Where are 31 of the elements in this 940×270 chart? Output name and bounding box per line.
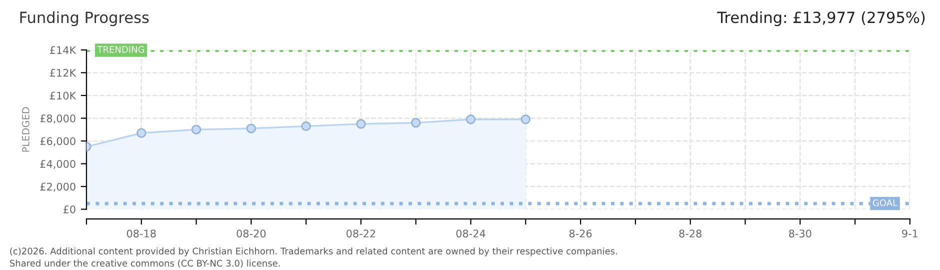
x-tick-label: 08-22 [346,230,376,238]
y-tick-label: £0 [63,205,76,214]
point [466,114,476,124]
point [246,124,256,134]
y-axis-title: PLEDGED [22,107,30,152]
point [410,118,421,128]
y-tick-label: £14K [50,46,76,54]
x-tick-label: 8-28 [679,230,702,238]
x-tick-label: 08-20 [236,230,266,238]
point [356,119,366,129]
y-tick-label: £12K [50,68,76,77]
y-tick-label: £2,000 [40,182,76,192]
x-tick-label: 8-30 [789,230,812,238]
x-tick-label: 08-24 [456,230,486,238]
ref-line-label: GOAL [872,199,898,206]
chart-subtitle: Trending: £13,977 (2795%) [717,11,925,26]
x-tick-label: 9-1 [902,230,918,238]
ref-line-label: TRENDING [97,46,144,53]
point [301,121,311,132]
y-tick-label: £8,000 [40,114,76,124]
text: (c)2026. Additional content provided by Christian Eichhorn. Trademarks and related content are owned by their respective companies. [10,247,617,256]
point [136,128,146,138]
point [520,114,531,124]
point [191,124,202,134]
y-tick-label: £6,000 [40,137,76,146]
y-tick-label: £4,000 [40,160,76,169]
chart-title: Funding Progress [20,11,149,26]
y-tick-label: £10K [50,92,76,100]
x-tick-label: 8-26 [569,230,592,238]
text: Shared under the creative commons (CC BY-NC 3.0) license. [10,260,280,268]
x-tick-label: 08-18 [126,230,156,238]
